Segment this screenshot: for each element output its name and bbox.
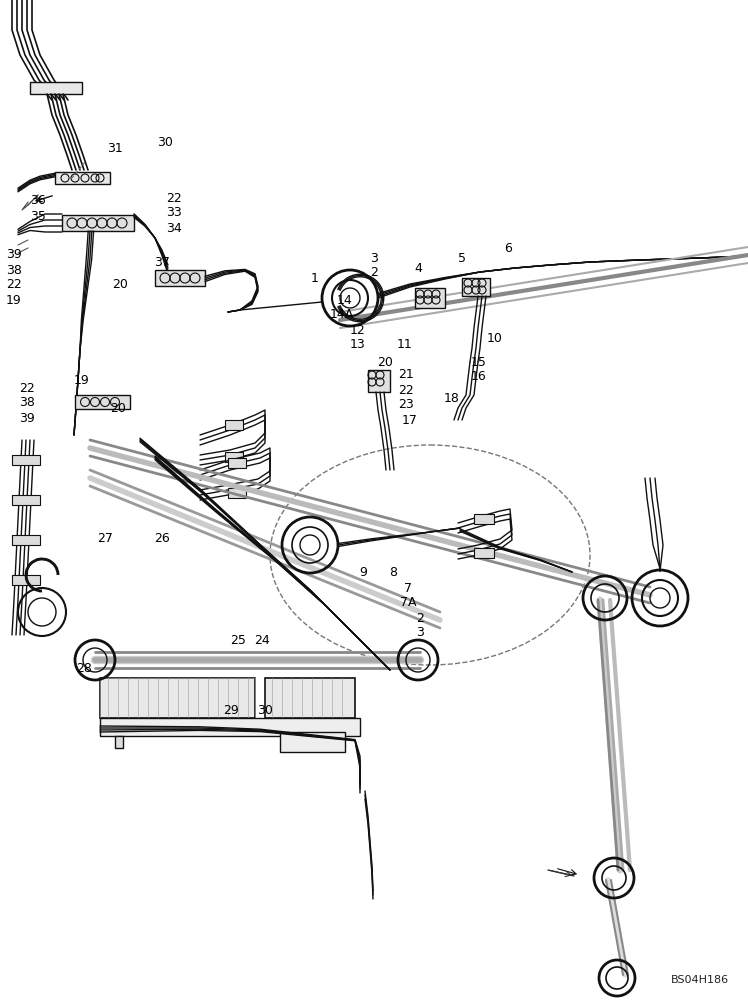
FancyBboxPatch shape <box>474 548 494 558</box>
Text: 35: 35 <box>30 210 46 223</box>
Text: 29: 29 <box>223 704 239 716</box>
FancyBboxPatch shape <box>155 270 205 286</box>
Text: BS04H186: BS04H186 <box>671 975 729 985</box>
FancyBboxPatch shape <box>55 172 110 184</box>
Text: 13: 13 <box>350 338 366 352</box>
Text: 16: 16 <box>471 370 487 383</box>
FancyBboxPatch shape <box>228 488 246 498</box>
Text: 14A: 14A <box>330 308 354 322</box>
Text: 12: 12 <box>350 324 366 336</box>
Text: 22: 22 <box>6 278 22 292</box>
Text: 25: 25 <box>230 634 246 647</box>
Text: 34: 34 <box>166 222 182 234</box>
Text: 39: 39 <box>6 248 22 261</box>
FancyBboxPatch shape <box>12 495 40 505</box>
FancyBboxPatch shape <box>100 678 255 718</box>
Text: 33: 33 <box>166 207 182 220</box>
Text: 2: 2 <box>370 265 378 278</box>
Text: 39: 39 <box>19 412 35 424</box>
Text: 28: 28 <box>76 662 92 674</box>
Text: 9: 9 <box>359 566 367 580</box>
Text: 37: 37 <box>154 256 170 269</box>
Text: 31: 31 <box>107 141 123 154</box>
Text: 38: 38 <box>6 263 22 276</box>
Text: 38: 38 <box>19 396 35 410</box>
Text: 14: 14 <box>337 294 353 306</box>
Text: 22: 22 <box>166 192 182 205</box>
Text: 30: 30 <box>157 136 173 149</box>
Text: 27: 27 <box>97 532 113 544</box>
Text: 36: 36 <box>30 194 46 207</box>
Text: 3: 3 <box>416 626 424 640</box>
FancyBboxPatch shape <box>62 215 134 231</box>
Text: 1: 1 <box>311 271 319 284</box>
FancyBboxPatch shape <box>415 288 445 308</box>
Text: 22: 22 <box>19 381 35 394</box>
FancyBboxPatch shape <box>115 736 123 748</box>
FancyBboxPatch shape <box>265 678 355 718</box>
Text: 20: 20 <box>110 401 126 414</box>
Text: 3: 3 <box>370 251 378 264</box>
FancyBboxPatch shape <box>462 278 490 296</box>
Text: 23: 23 <box>398 398 414 412</box>
FancyBboxPatch shape <box>474 514 494 524</box>
Text: 17: 17 <box>402 414 418 426</box>
Text: 5: 5 <box>458 251 466 264</box>
Text: 18: 18 <box>444 391 460 404</box>
Text: 6: 6 <box>504 241 512 254</box>
Text: 7A: 7A <box>399 596 416 609</box>
Text: 24: 24 <box>254 634 270 647</box>
Text: 22: 22 <box>398 383 414 396</box>
Text: 11: 11 <box>397 338 413 352</box>
Text: 21: 21 <box>398 368 414 381</box>
Text: 19: 19 <box>6 294 22 306</box>
FancyBboxPatch shape <box>368 370 390 392</box>
FancyBboxPatch shape <box>12 575 40 585</box>
Text: 4: 4 <box>414 261 422 274</box>
FancyBboxPatch shape <box>225 420 243 430</box>
Text: 20: 20 <box>112 278 128 292</box>
Text: 30: 30 <box>257 704 273 716</box>
Text: 20: 20 <box>377 356 393 368</box>
FancyBboxPatch shape <box>12 455 40 465</box>
FancyBboxPatch shape <box>280 732 345 752</box>
Text: 7: 7 <box>404 582 412 594</box>
Text: 15: 15 <box>471 356 487 368</box>
FancyBboxPatch shape <box>228 458 246 468</box>
FancyBboxPatch shape <box>75 395 130 409</box>
Text: 10: 10 <box>487 332 503 344</box>
Text: 19: 19 <box>74 373 90 386</box>
FancyBboxPatch shape <box>100 718 360 736</box>
FancyBboxPatch shape <box>12 535 40 545</box>
Text: 8: 8 <box>389 566 397 580</box>
FancyBboxPatch shape <box>225 452 243 462</box>
Text: 26: 26 <box>154 532 170 544</box>
Text: 2: 2 <box>416 611 424 624</box>
FancyBboxPatch shape <box>30 82 82 94</box>
